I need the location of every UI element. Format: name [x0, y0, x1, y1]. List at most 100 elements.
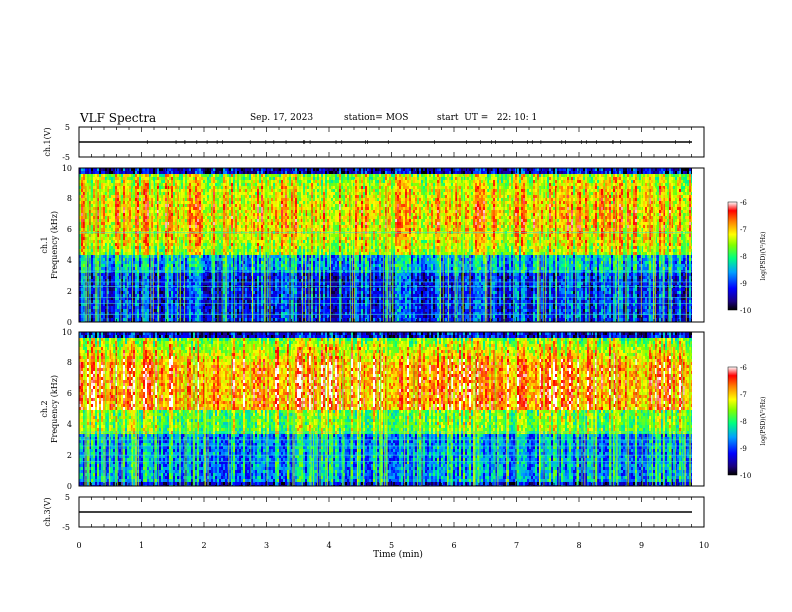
spectrogram-cell: [177, 234, 180, 238]
spectrogram-cell: [247, 228, 250, 232]
spectrogram-cell: [79, 219, 82, 223]
spectrogram-cell: [107, 225, 110, 229]
spectrogram-cell: [157, 276, 160, 280]
spectrogram-cell: [189, 270, 192, 274]
spectrogram-cell: [115, 291, 118, 295]
spectrogram-cell: [255, 318, 258, 322]
spectrogram-cell: [151, 267, 154, 271]
spectrogram-cell: [135, 177, 138, 181]
spectrogram-cell: [91, 243, 94, 247]
spectrogram-cell: [177, 303, 180, 307]
spectrogram-cell: [255, 282, 258, 286]
spectrogram-cell: [123, 237, 126, 241]
spectrogram-cell: [95, 222, 98, 226]
spectrogram-cell: [263, 183, 266, 187]
spectrogram-cell: [79, 216, 82, 220]
spectrogram-cell: [157, 249, 160, 253]
spectrogram-cell: [177, 300, 180, 304]
spectrogram-cell: [159, 297, 162, 301]
spectrogram-cell: [109, 213, 112, 217]
spectrogram-cell: [197, 222, 200, 226]
spectrogram-cell: [135, 315, 138, 319]
spectrogram-cell: [203, 216, 206, 220]
spectrogram-cell: [173, 261, 176, 265]
spectrogram-cell: [141, 207, 144, 211]
spectrogram-cell: [153, 264, 156, 268]
spectrogram-cell: [105, 192, 108, 196]
spectrogram-cell: [107, 183, 110, 187]
spectrogram-cell: [187, 318, 190, 322]
spectrogram-cell: [155, 255, 158, 259]
spectrogram-cell: [157, 288, 160, 292]
spectrogram-cell: [143, 174, 146, 178]
spectrogram-cell: [129, 195, 132, 199]
spectrogram-cell: [171, 207, 174, 211]
spectrogram-cell: [257, 240, 260, 244]
spectrogram-cell: [239, 213, 242, 217]
spectrogram-cell: [199, 318, 202, 322]
spectrogram-cell: [187, 186, 190, 190]
spectrogram-cell: [161, 219, 164, 223]
spectrogram-cell: [145, 192, 148, 196]
spectrogram-cell: [177, 219, 180, 223]
spectrogram-cell: [155, 198, 158, 202]
spectrogram-cell: [113, 252, 116, 256]
spectrogram-cell: [259, 207, 262, 211]
spectrogram-cell: [87, 168, 90, 172]
spectrogram-cell: [171, 213, 174, 217]
spectrogram-cell: [135, 234, 138, 238]
spectrogram-cell: [245, 318, 248, 322]
spectrogram-cell: [199, 177, 202, 181]
spectrogram-cell: [151, 300, 154, 304]
spectrogram-cell: [93, 306, 96, 310]
spectrogram-cell: [257, 186, 260, 190]
spectrogram-cell: [185, 207, 188, 211]
spectrogram-cell: [203, 249, 206, 253]
spectrogram-cell: [193, 168, 196, 172]
spectrogram-cell: [231, 297, 234, 301]
spectrogram-cell: [245, 249, 248, 253]
spectrogram-cell: [141, 174, 144, 178]
spectrogram-cell: [129, 219, 132, 223]
spectrogram-cell: [227, 315, 230, 319]
spectrogram-cell: [227, 261, 230, 265]
spectrogram-cell: [97, 279, 100, 283]
spectrogram-cell: [185, 261, 188, 265]
spectrogram-cell: [97, 312, 100, 316]
spectrogram-cell: [197, 309, 200, 313]
spectrogram-cell: [169, 243, 172, 247]
spectrogram-cell: [147, 264, 150, 268]
spectrogram-cell: [115, 249, 118, 253]
spectrogram-cell: [209, 210, 212, 214]
spectrogram-cell: [127, 168, 130, 172]
spectrogram-cell: [243, 306, 246, 310]
spectrogram-cell: [147, 213, 150, 217]
spectrogram-cell: [121, 189, 124, 193]
spectrogram-cell: [105, 204, 108, 208]
spectrogram-cell: [177, 270, 180, 274]
spectrogram-cell: [143, 168, 146, 172]
spectrogram-cell: [255, 219, 258, 223]
spectrogram-cell: [133, 309, 136, 313]
spectrogram-cell: [181, 192, 184, 196]
spectrogram-cell: [195, 261, 198, 265]
spectrogram-cell: [119, 252, 122, 256]
spectrogram-cell: [109, 186, 112, 190]
spectrogram-cell: [97, 318, 100, 322]
spectrogram-cell: [247, 240, 250, 244]
spectrogram-cell: [231, 279, 234, 283]
spectrogram-cell: [199, 252, 202, 256]
spectrogram-cell: [235, 168, 238, 172]
spectrogram-cell: [153, 174, 156, 178]
spectrogram-cell: [95, 183, 98, 187]
spectrogram-cell: [97, 177, 100, 181]
spectrogram-cell: [187, 183, 190, 187]
spectrogram-cell: [237, 222, 240, 226]
spectrogram-cell: [215, 222, 218, 226]
spectrogram-cell: [197, 216, 200, 220]
spectrogram-cell: [145, 189, 148, 193]
spectrogram-cell: [125, 228, 128, 232]
spectrogram-cell: [205, 279, 208, 283]
spectrogram-cell: [157, 171, 160, 175]
spectrogram-cell: [143, 213, 146, 217]
